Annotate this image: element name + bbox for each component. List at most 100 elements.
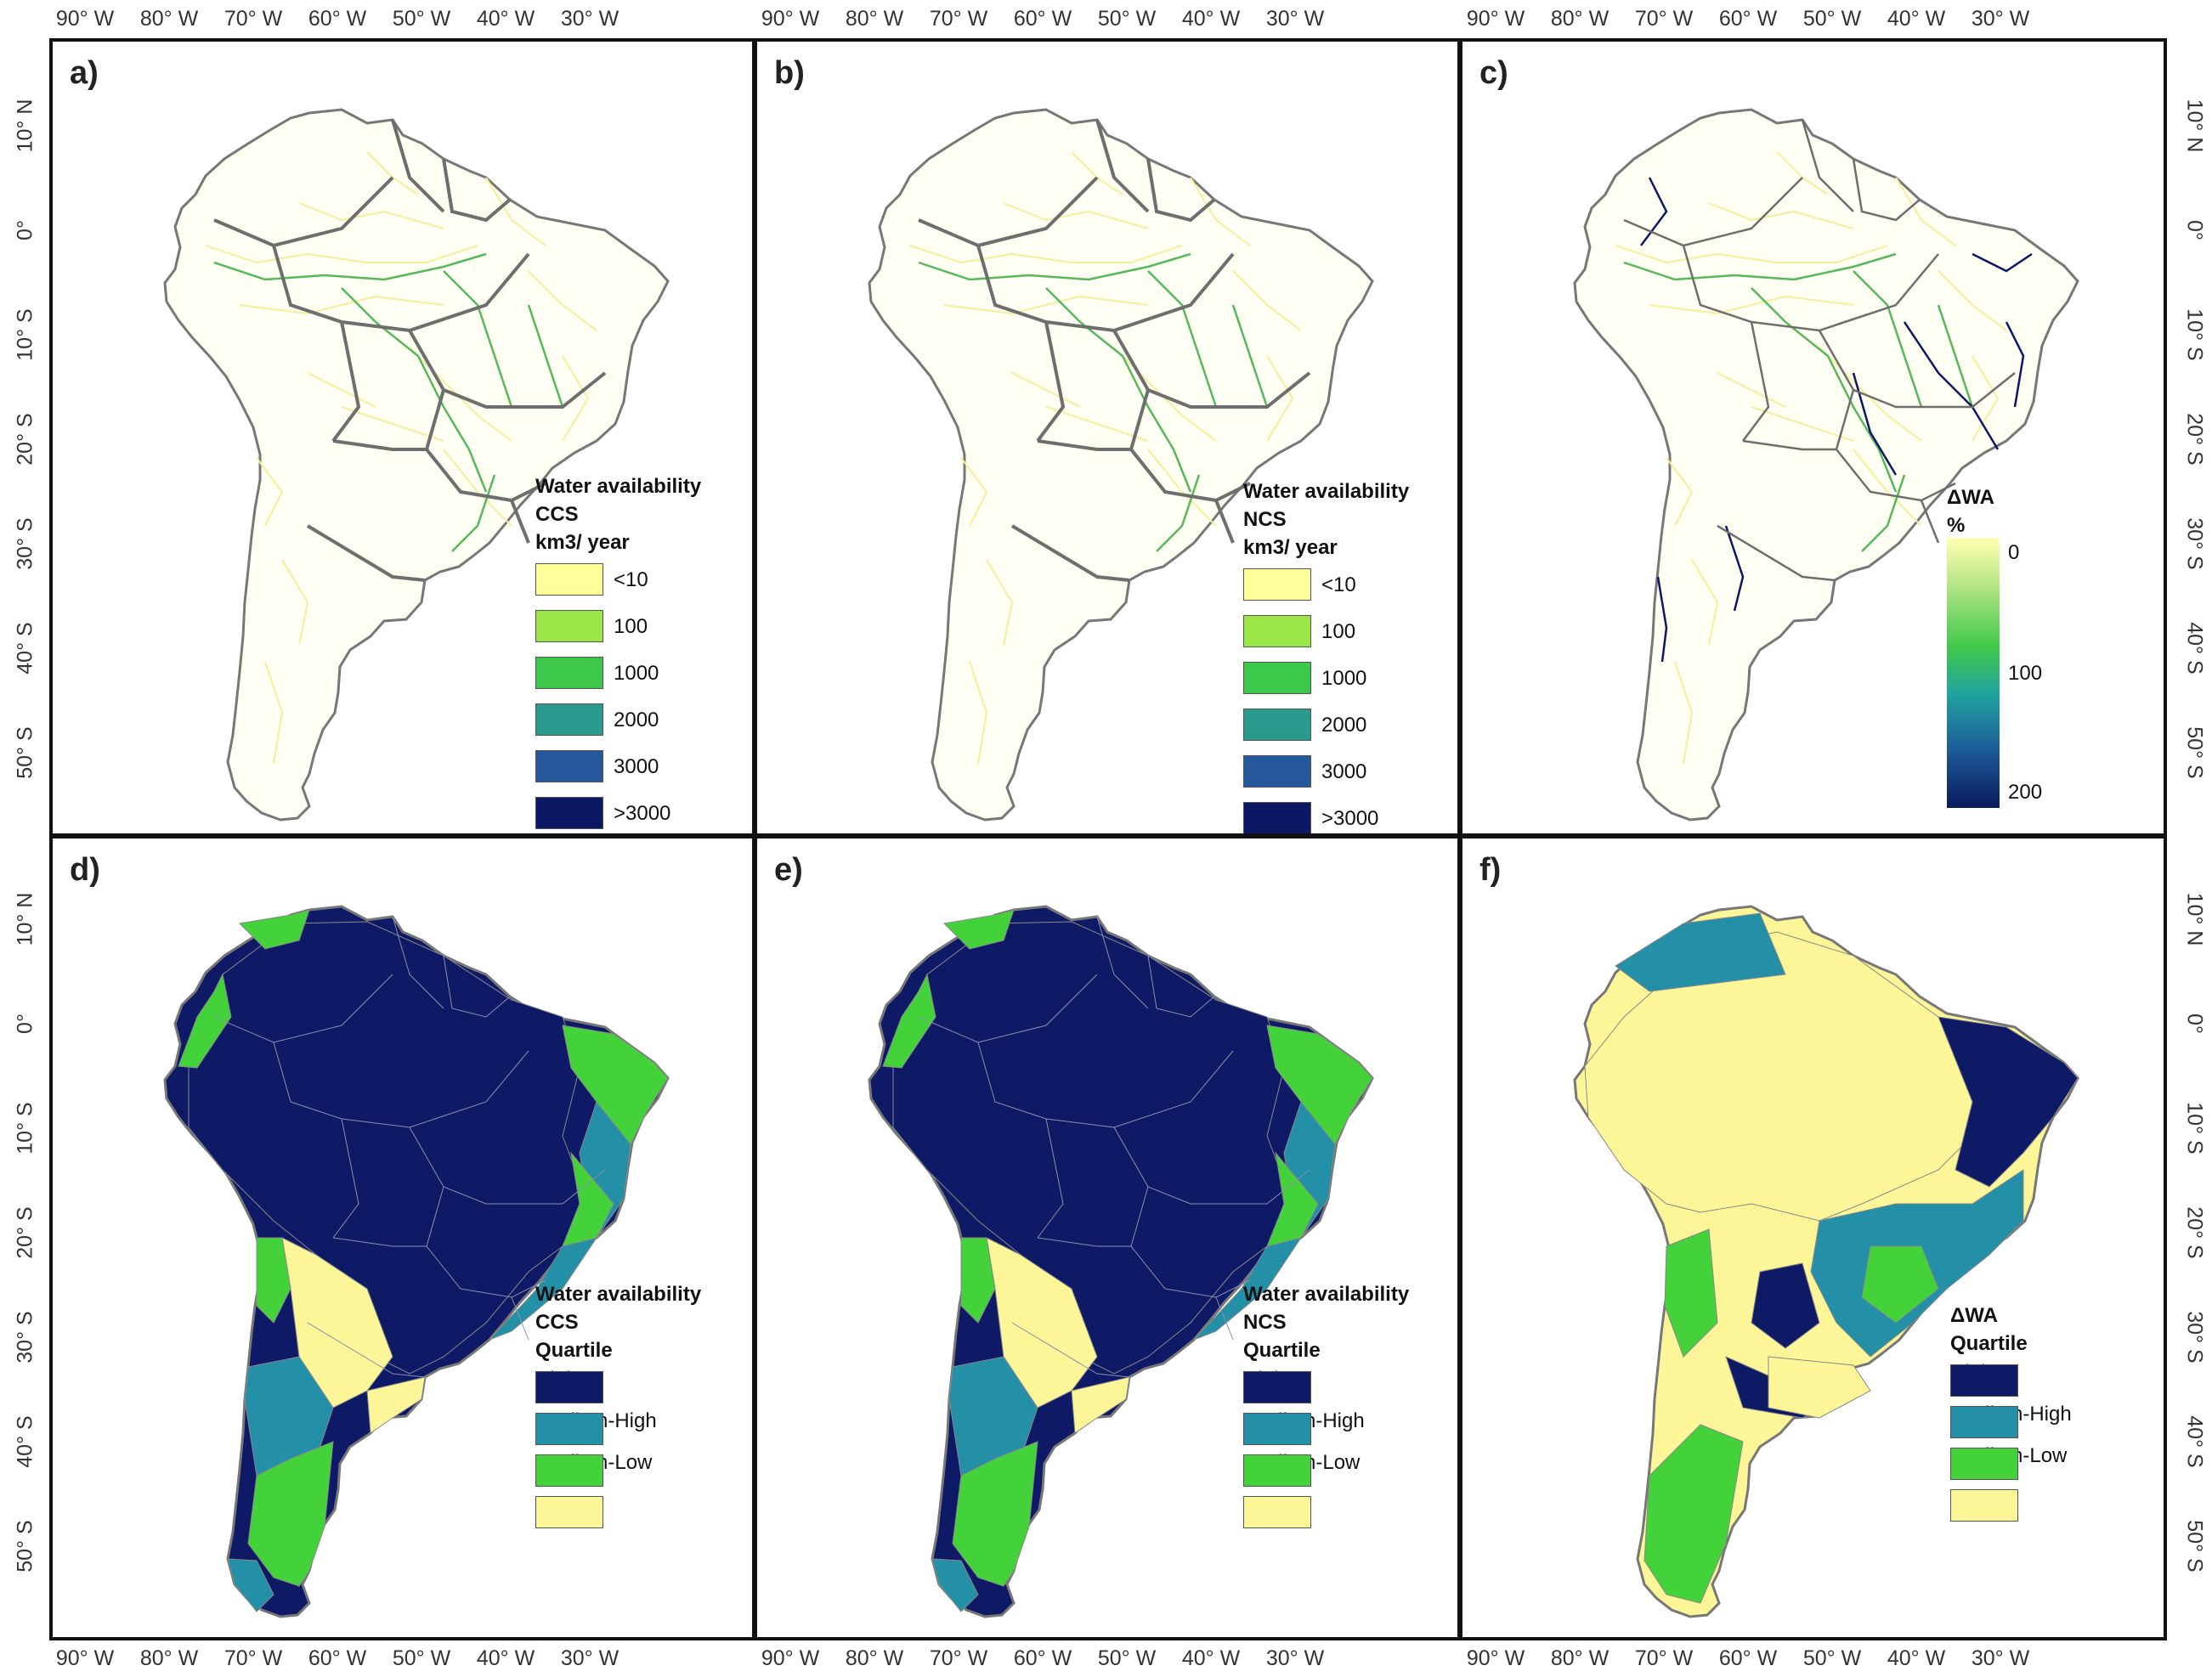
river-line (239, 295, 444, 315)
river-line (1751, 406, 1854, 442)
basin-region (1643, 1424, 1744, 1604)
basin-border (976, 245, 1235, 333)
ramp-label: 200 (2008, 781, 2043, 804)
basin-border (1682, 245, 1939, 332)
map-legend: Water availabilityCCSQuartileHighMedium-… (535, 1280, 701, 1534)
legend-title-line: Quartile (1950, 1332, 2028, 1355)
legend-item-label: >3000 (1321, 807, 1379, 830)
latitude-tick: 30° S (13, 517, 37, 570)
legend-swatch (1243, 1454, 1311, 1487)
basin-border (1852, 158, 1921, 222)
river-line (1190, 177, 1251, 246)
river-line (1011, 372, 1081, 408)
legend-swatch (1243, 802, 1311, 833)
longitude-tick: 40° W (1181, 1646, 1241, 1670)
longitude-tick: 30° W (1265, 1646, 1325, 1670)
latitude-tick: 30° S (2182, 517, 2207, 570)
basin-region (1861, 1245, 1939, 1324)
legend-item: Medium-Low (1950, 1444, 2072, 1486)
legend-title: Water availability CCS Quartile (535, 1280, 701, 1364)
south-america-map (163, 905, 670, 1618)
latitude-tick: 10° S (2182, 308, 2207, 361)
river-line (341, 287, 488, 493)
basin-border (918, 974, 1098, 1043)
basin-region (960, 1237, 996, 1324)
basin-region (562, 1025, 669, 1154)
river-line (562, 355, 590, 442)
legend-item: <10 (535, 560, 701, 607)
basin-border (409, 1126, 606, 1205)
basin-border (1010, 524, 1130, 582)
legend-title-line: CCS (535, 1311, 579, 1334)
legend-item: Medium-Low (1243, 1451, 1409, 1493)
river-line (264, 661, 284, 765)
longitude-tick: 70° W (223, 1646, 283, 1670)
longitude-tick: 50° W (1097, 7, 1157, 31)
longitude-tick: 60° W (308, 7, 367, 31)
basin-border (332, 439, 427, 451)
longitude-tick: 50° W (1802, 7, 1862, 31)
basin-border (332, 1118, 359, 1239)
legend-title: Water availability NCS Quartile (1243, 1280, 1409, 1364)
longitude-tick: 40° W (476, 1646, 535, 1670)
legend-item-label: <10 (1321, 573, 1356, 596)
legend-item: 3000 (1243, 752, 1409, 799)
river-line (1666, 457, 1694, 527)
river-line (1691, 559, 1719, 646)
basin-region (952, 1441, 1038, 1587)
legend-item: Low (1243, 1493, 1409, 1534)
basin-region (942, 909, 1015, 950)
longitude-tick: 30° W (1265, 7, 1325, 31)
panel-a-water-availability-ccs: a) Water availability CCS km3/ year <10 100 10… (49, 38, 755, 837)
longitude-tick: 90° W (761, 7, 820, 31)
legend-item-label: 100 (614, 615, 648, 638)
legend-item-label: >3000 (614, 802, 671, 825)
latitude-tick: 40° S (2182, 1415, 2207, 1468)
river-line (307, 372, 376, 408)
longitude-tick: 90° W (1466, 7, 1525, 31)
longitude-tick: 90° W (1466, 1646, 1525, 1670)
longitude-tick: 80° W (1550, 7, 1609, 31)
longitude-tick: 70° W (1634, 1646, 1694, 1670)
basin-region (1071, 1376, 1130, 1434)
longitude-tick: 80° W (139, 7, 199, 31)
river-line (1972, 252, 2033, 273)
legend-title-line: CCS (535, 503, 579, 526)
longitude-tick: 40° W (1887, 7, 1946, 31)
longitude-tick: 30° W (560, 7, 619, 31)
river-line (1853, 270, 1923, 408)
legend-title-line: km3/ year (535, 531, 630, 554)
legend-swatch (1243, 1371, 1311, 1403)
south-america-map (868, 108, 1374, 822)
legend-item: 1000 (535, 653, 701, 700)
latitude-tick: 10° S (13, 308, 37, 361)
latitude-tick: 40° S (13, 1415, 37, 1468)
river-line (485, 177, 546, 246)
panel-label: d) (70, 852, 100, 888)
basin-border (424, 389, 546, 503)
latitude-tick: 10° N (13, 99, 37, 153)
latitude-tick: 10° N (2182, 892, 2207, 946)
basin-region (931, 1558, 979, 1612)
river-line (443, 270, 513, 408)
basin-border (1214, 500, 1235, 544)
river-line (1640, 177, 1668, 246)
basin-border (213, 974, 393, 1043)
basin-region (1938, 1016, 2079, 1188)
legend-title: Water availability CCS km3/ year (535, 472, 701, 556)
river-line (1656, 576, 1668, 663)
latitude-tick: 50° S (2182, 1520, 2207, 1573)
legend-item: Low (535, 1493, 701, 1534)
latitude-tick: 50° S (2182, 726, 2207, 779)
basin-region (489, 1237, 598, 1341)
latitude-tick: 0° (13, 220, 37, 240)
river-line (1972, 355, 2000, 442)
longitude-tick: 70° W (1634, 7, 1694, 31)
longitude-tick: 70° W (929, 7, 988, 31)
panel-label: e) (774, 852, 803, 888)
longitude-tick: 40° W (1181, 7, 1241, 31)
legend-swatch (535, 1413, 603, 1445)
basin-border (1801, 119, 1854, 212)
basin-border (1146, 158, 1216, 223)
longitude-tick: 40° W (1887, 1646, 1946, 1670)
